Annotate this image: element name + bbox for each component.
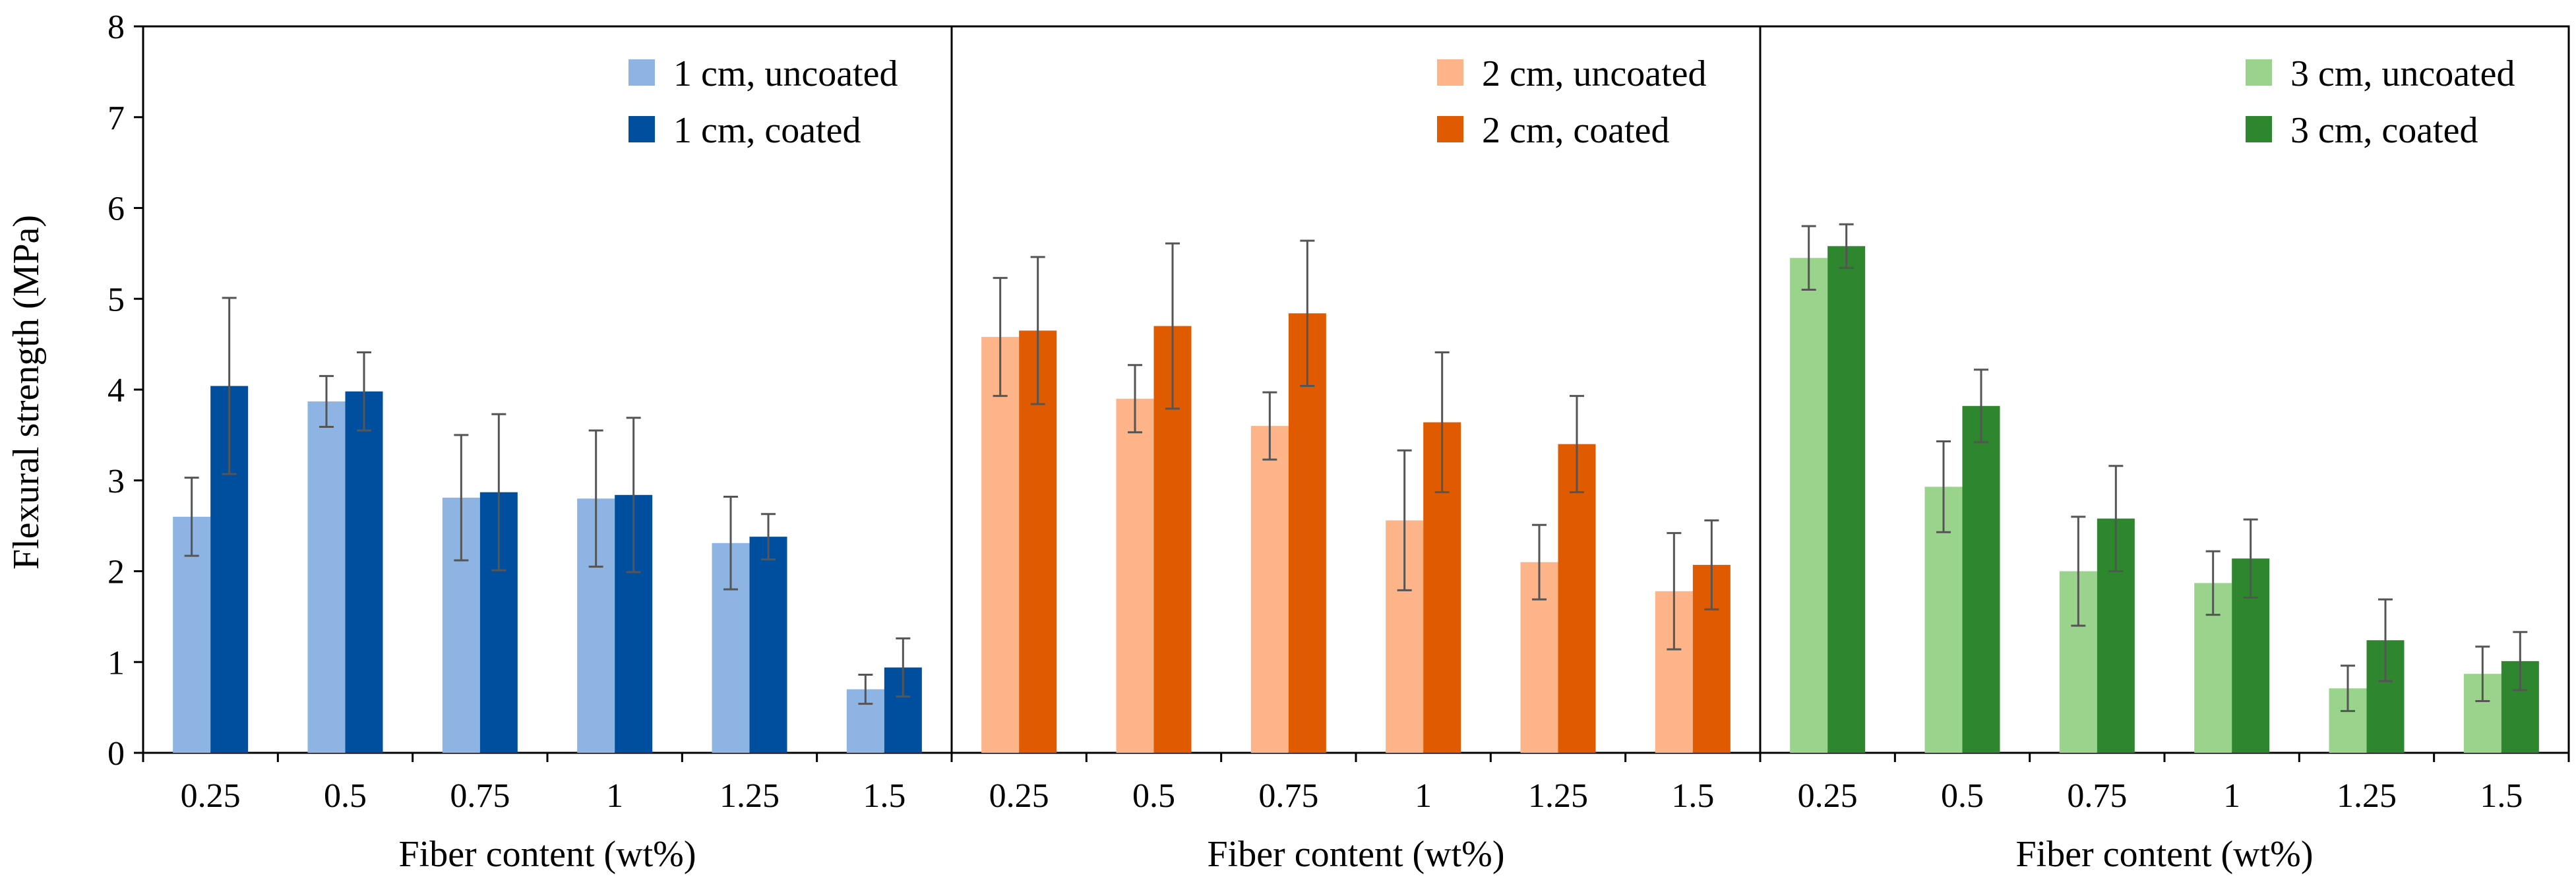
bar [1250, 426, 1289, 753]
panel-3: 0.25 0.5 0.75 1 1.25 1.5 Fiber content (wt%) 3 … [1759, 26, 2570, 875]
legend-label: 1 cm, uncoated [673, 53, 898, 94]
bar [1116, 398, 1154, 753]
panel-2: 0.25 0.5 0.75 1 1.25 1.5 Fiber content (wt%) 2 … [950, 26, 1762, 875]
x-tick-label: 1 [2223, 777, 2240, 815]
x-tick-label: 0.25 [181, 777, 241, 815]
x-tick-label: 1.25 [2337, 777, 2397, 815]
x-tick-label: 0.5 [324, 777, 367, 815]
x-tick-label: 0.5 [1941, 777, 1984, 815]
chart-panels: 0.25 0.5 0.75 1 1.25 1.5 Fiber content (wt%) 1 … [142, 26, 2570, 875]
x-tick-label: 0.75 [450, 777, 510, 815]
legend-label: 3 cm, uncoated [2290, 53, 2515, 94]
y-tick-label: 3 [107, 463, 125, 500]
legend-swatch [629, 59, 655, 86]
legend-swatch [1437, 59, 1463, 86]
bar [981, 337, 1020, 753]
legend-label: 3 cm, coated [2290, 110, 2478, 151]
y-axis: 0 1 2 3 4 5 6 7 8 [107, 9, 143, 773]
x-tick-label: 0.25 [1798, 777, 1858, 815]
x-tick-label: 0.5 [1132, 777, 1175, 815]
x-tick-label: 0.25 [989, 777, 1049, 815]
bar [1558, 444, 1596, 753]
y-tick-label: 2 [107, 554, 125, 591]
panel-1: 0.25 0.5 0.75 1 1.25 1.5 Fiber content (wt%) 1 … [142, 53, 953, 875]
x-axis-title: Fiber content (wt%) [1208, 834, 1505, 875]
y-axis-title: Flexural strength (MPa) [6, 215, 47, 570]
y-tick-label: 0 [107, 735, 125, 773]
x-tick-label: 1.25 [1528, 777, 1588, 815]
bar [307, 401, 346, 753]
legend-swatch [1437, 116, 1463, 142]
y-tick-label: 5 [107, 281, 125, 318]
bar [1827, 246, 1866, 753]
x-tick-label: 1.25 [720, 777, 780, 815]
x-tick-label: 1 [606, 777, 623, 815]
bar [749, 537, 787, 753]
x-axis-title: Fiber content (wt%) [399, 834, 696, 875]
x-tick-label: 1 [1415, 777, 1432, 815]
x-tick-label: 0.75 [2067, 777, 2127, 815]
x-tick-label: 1.5 [2480, 777, 2523, 815]
y-tick-label: 6 [107, 191, 125, 228]
x-tick-label: 0.75 [1258, 777, 1318, 815]
y-tick-label: 8 [107, 9, 125, 46]
bar [345, 391, 383, 753]
y-tick-label: 7 [107, 100, 125, 137]
legend-swatch [629, 116, 655, 142]
legend-swatch [2246, 116, 2272, 142]
x-tick-label: 1.5 [863, 777, 905, 815]
y-tick-label: 4 [107, 372, 125, 409]
legend-label: 2 cm, coated [1482, 110, 1670, 151]
x-tick-label: 1.5 [1671, 777, 1714, 815]
x-axis-title: Fiber content (wt%) [2016, 834, 2314, 875]
legend-label: 2 cm, uncoated [1482, 53, 1707, 94]
legend-swatch [2246, 59, 2272, 86]
y-tick-label: 1 [107, 644, 125, 682]
legend-label: 1 cm, coated [673, 110, 861, 151]
bar [1962, 405, 2000, 753]
bar [1790, 258, 1828, 753]
